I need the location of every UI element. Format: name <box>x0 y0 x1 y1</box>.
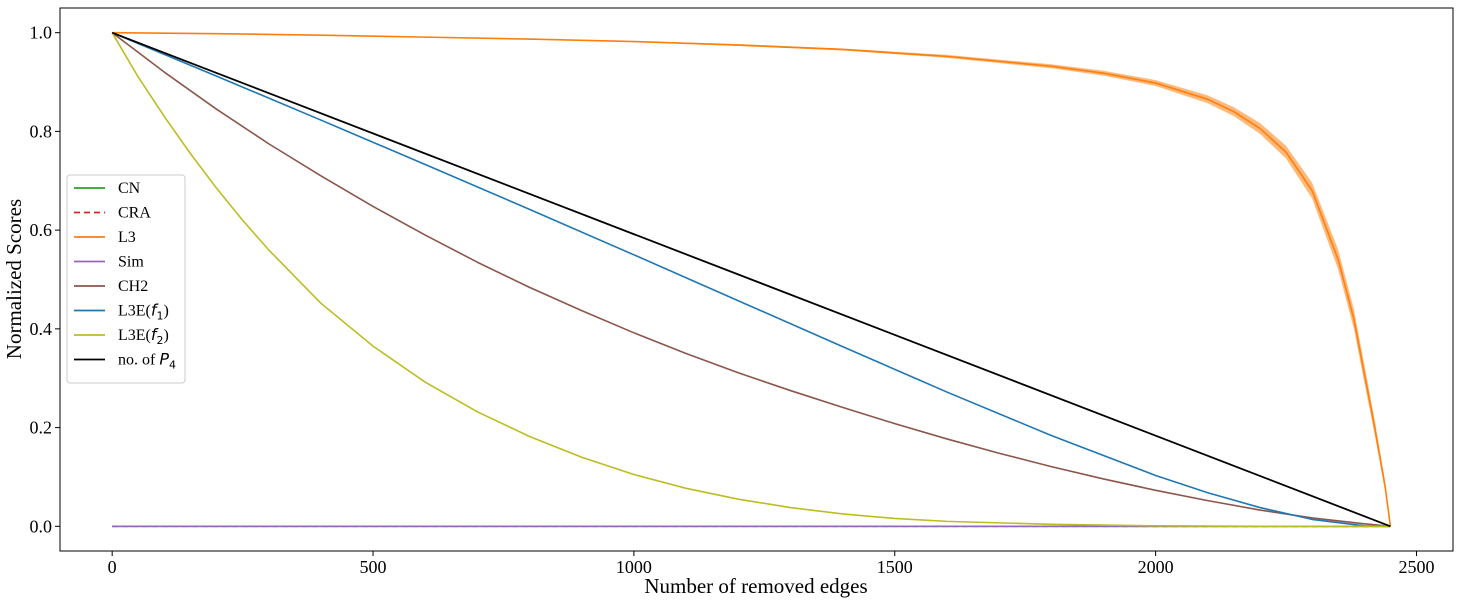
legend-label: CN <box>118 180 141 197</box>
legend-label: L3E(f2) <box>118 325 169 347</box>
y-tick-label: 0.6 <box>30 220 53 240</box>
x-tick-label: 1500 <box>877 557 913 577</box>
legend-label: CRA <box>118 205 151 222</box>
legend-label: no. of P4 <box>118 350 176 372</box>
series-l3e-f1-line <box>111 31 1391 528</box>
series-ch2-line <box>111 32 1391 528</box>
x-tick-label: 2500 <box>1398 557 1434 577</box>
legend-label: CH2 <box>118 278 148 295</box>
axes-frame <box>59 7 1454 552</box>
legend-box <box>66 174 186 384</box>
y-tick-label: 0.4 <box>30 319 53 339</box>
y-axis-label: Normalized Scores <box>2 199 26 359</box>
x-tick-label: 2000 <box>1138 557 1174 577</box>
x-axis-label: Number of removed edges <box>644 574 867 598</box>
legend-label: L3 <box>118 229 136 246</box>
y-tick-label: 0.2 <box>30 418 53 438</box>
x-tick-label: 500 <box>360 557 387 577</box>
x-axis: 0 500 1000 1500 2000 2500 <box>108 551 1434 577</box>
series-l3e-f2-line <box>111 32 1391 528</box>
legend-label: L3E(f1) <box>118 301 169 323</box>
y-tick-label: 0.8 <box>30 121 53 141</box>
legend: CN CRA L3 Sim CH2 L3E(f1)L3E(f2) no. of P4 <box>66 174 186 384</box>
x-tick-label: 0 <box>108 557 117 577</box>
y-tick-label: 1.0 <box>30 23 53 43</box>
y-axis: 0.0 0.2 0.4 0.6 0.8 1.0 <box>30 23 60 536</box>
series-no-of-p4-line <box>111 31 1391 528</box>
plot-area <box>111 31 1392 528</box>
y-tick-label: 0.0 <box>30 516 53 536</box>
legend-label: Sim <box>118 254 144 271</box>
x-tick-label: 1000 <box>616 557 652 577</box>
series-l3-line <box>112 31 1392 527</box>
